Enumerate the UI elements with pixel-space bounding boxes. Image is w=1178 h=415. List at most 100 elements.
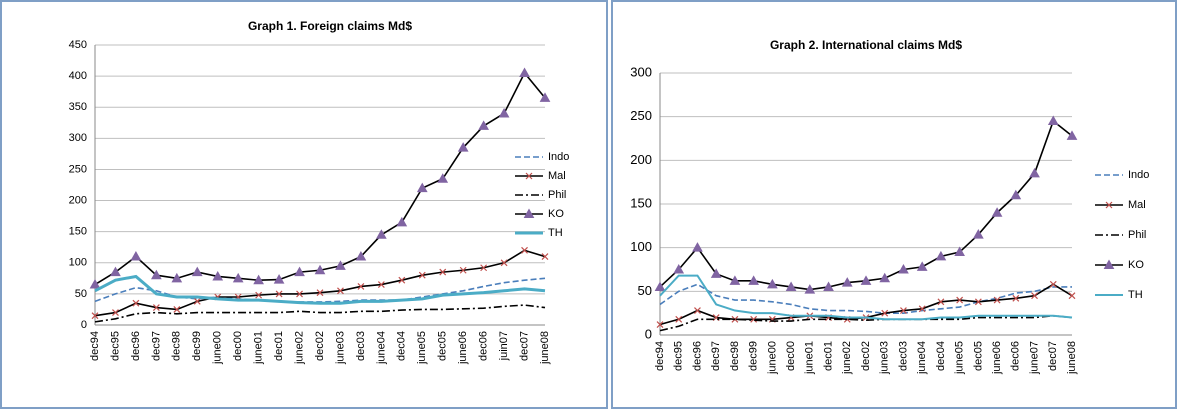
data-point: [255, 291, 263, 299]
x-tick-label: dec95: [673, 341, 685, 371]
legend-label: Phil: [1128, 229, 1146, 241]
x-tick-label: dec99: [191, 331, 203, 361]
data-point: [398, 276, 406, 284]
x-tick-label: dec04: [935, 341, 947, 371]
data-point: [898, 263, 909, 274]
x-tick-label: june03: [334, 331, 346, 365]
data-point: [337, 287, 344, 295]
data-point: [437, 173, 449, 183]
data-point: [296, 290, 303, 298]
data-point: [900, 307, 907, 314]
y-tick-label: 250: [630, 108, 652, 123]
data-point: [355, 251, 367, 261]
data-point: [110, 266, 121, 277]
data-point: [785, 281, 797, 291]
data-point: [916, 261, 928, 271]
x-tick-label: june00: [766, 341, 778, 375]
legend-label: KO: [548, 208, 564, 220]
data-point: [656, 321, 664, 328]
x-tick-label: dec07: [1047, 341, 1059, 371]
y-tick-label: 150: [69, 226, 87, 238]
data-point: [130, 251, 142, 261]
data-point: [273, 274, 285, 284]
data-point: [376, 229, 387, 239]
x-tick-label: dec98: [171, 331, 183, 361]
data-point: [539, 92, 551, 102]
x-tick-label: dec97: [710, 341, 722, 371]
data-point: [314, 264, 326, 275]
data-point: [357, 282, 365, 290]
data-point: [519, 67, 530, 77]
x-tick-label: dec02: [314, 331, 326, 361]
data-point: [275, 290, 283, 298]
data-point: [1066, 130, 1078, 140]
data-point: [457, 142, 469, 152]
x-tick-label: dec02: [860, 341, 872, 371]
data-point: [991, 207, 1003, 217]
data-point: [521, 246, 528, 254]
x-tick-label: june01: [804, 341, 816, 375]
x-tick-label: dec97: [150, 331, 162, 361]
legend-marker: [1103, 259, 1115, 269]
x-tick-label: june04: [916, 341, 928, 375]
data-point: [1029, 167, 1040, 178]
x-tick-label: juin07: [498, 331, 510, 361]
x-tick-label: june02: [293, 331, 305, 365]
x-tick-label: dec96: [130, 331, 142, 361]
x-tick-label: dec06: [478, 331, 490, 361]
data-point: [1068, 292, 1076, 300]
x-tick-label: dec94: [654, 341, 666, 371]
x-tick-label: june01: [253, 331, 265, 365]
y-tick-label: 0: [81, 319, 87, 331]
data-point: [416, 182, 428, 193]
data-point: [418, 271, 426, 279]
x-tick-label: dec98: [729, 341, 741, 371]
x-tick-label: june08: [539, 331, 551, 365]
x-tick-label: dec01: [822, 341, 834, 371]
y-tick-label: 300: [69, 132, 87, 144]
data-point: [171, 272, 183, 283]
data-point: [804, 284, 816, 294]
legend-label: Mal: [1128, 199, 1146, 211]
y-tick-label: 450: [69, 39, 87, 51]
x-tick-label: dec00: [232, 331, 244, 361]
data-point: [439, 268, 447, 276]
legend-marker: [525, 172, 533, 180]
data-point: [881, 309, 889, 317]
data-point: [191, 266, 203, 277]
y-tick-label: 200: [69, 194, 87, 206]
x-tick-label: dec01: [273, 331, 285, 361]
y-tick-label: 400: [69, 70, 87, 82]
y-tick-label: 100: [69, 257, 87, 269]
x-tick-label: dec96: [691, 341, 703, 371]
data-point: [1031, 292, 1038, 300]
data-point: [692, 242, 703, 252]
data-point: [956, 296, 964, 304]
x-tick-label: june03: [879, 341, 891, 375]
series-line: [94, 274, 546, 305]
y-tick-label: 100: [630, 239, 652, 254]
data-point: [654, 281, 666, 291]
data-point: [498, 107, 510, 118]
x-tick-label: june02: [841, 341, 853, 375]
legend-label: Phil: [548, 189, 566, 201]
panel-1: [0, 0, 608, 409]
series-line: [659, 283, 1072, 314]
data-point: [954, 246, 965, 257]
data-point: [974, 298, 982, 306]
data-point: [89, 279, 101, 289]
x-tick-label: dec03: [355, 331, 367, 361]
series-line: [659, 274, 1073, 321]
x-tick-label: june07: [1028, 341, 1040, 375]
data-point: [294, 266, 305, 277]
data-point: [993, 296, 1001, 304]
legend-label: KO: [1128, 259, 1144, 271]
y-tick-label: 50: [638, 283, 652, 298]
legend-label: Indo: [548, 151, 569, 163]
data-point: [91, 312, 99, 320]
data-point: [335, 260, 346, 270]
data-point: [729, 275, 741, 285]
series-line: [659, 314, 1073, 332]
x-tick-label: dec05: [437, 331, 449, 361]
data-point: [1049, 280, 1057, 288]
